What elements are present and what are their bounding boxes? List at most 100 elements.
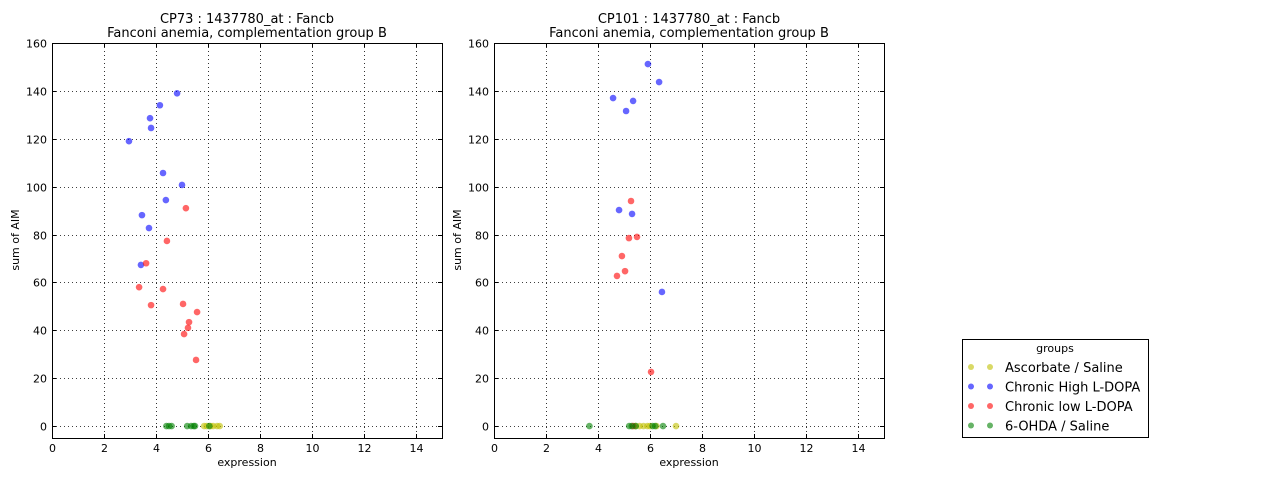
y-tick-label: 20: [33, 373, 47, 386]
x-tick-label: 10: [306, 442, 320, 455]
legend-marker: [987, 383, 993, 390]
y-tick-label: 0: [482, 421, 489, 434]
x-axis-label: expression: [659, 456, 718, 469]
x-tick-label: 10: [748, 442, 762, 455]
data-point-chronic-high-l-dopa: [615, 206, 623, 214]
x-tick-label: 2: [543, 442, 550, 455]
y-tick-label: 140: [468, 86, 489, 99]
data-point-chronic-high-l-dopa: [145, 224, 153, 232]
legend-marker: [968, 403, 974, 409]
x-tick-label: 14: [852, 442, 866, 455]
legend-label: 6-OHDA / Saline: [1005, 420, 1109, 435]
plot-title: CP101 : 1437780_at : Fancb: [598, 12, 780, 27]
data-point-chronic-high-l-dopa: [137, 261, 145, 269]
data-point-chronic-low-l-dopa: [185, 318, 193, 326]
data-point-chronic-high-l-dopa: [125, 137, 133, 145]
y-tick-label: 120: [26, 134, 47, 147]
y-tick-label: 40: [475, 325, 489, 338]
legend-marker: [987, 422, 993, 429]
data-point-chronic-low-l-dopa: [142, 259, 150, 267]
y-tick-label: 80: [475, 230, 489, 243]
y-tick-label: 0: [40, 421, 47, 434]
y-axis-label: sum of AIM: [451, 209, 464, 270]
data-point-chronic-low-l-dopa: [618, 252, 626, 260]
data-point-chronic-high-l-dopa: [658, 288, 666, 296]
data-point-6-ohda-saline: [168, 422, 175, 430]
plot-cp101: CP101 : 1437780_at : Fancb Fanconi anemi…: [451, 12, 885, 469]
y-axis-label: sum of AIM: [9, 209, 22, 270]
legend-marker: [968, 383, 974, 390]
data-point-chronic-low-l-dopa: [627, 197, 635, 205]
data-point-chronic-high-l-dopa: [628, 210, 636, 218]
x-tick-label: 8: [699, 442, 706, 455]
plot-subtitle: Fanconi anemia, complementation group B: [107, 26, 387, 41]
y-tick-label: 100: [26, 182, 47, 195]
data-point-chronic-high-l-dopa: [629, 97, 637, 105]
data-point-chronic-high-l-dopa: [146, 114, 154, 122]
data-point-chronic-low-l-dopa: [182, 204, 190, 212]
legend-label: Ascorbate / Saline: [1005, 361, 1123, 376]
data-point-chronic-high-l-dopa: [173, 89, 181, 97]
y-tick-label: 120: [468, 134, 489, 147]
data-point-chronic-low-l-dopa: [147, 301, 155, 309]
data-point-chronic-high-l-dopa: [147, 124, 155, 132]
x-axis-label: expression: [217, 456, 276, 469]
data-point-chronic-high-l-dopa: [159, 169, 167, 177]
legend-marker: [968, 422, 974, 429]
legend: groups Ascorbate / Saline Chronic High L-…: [962, 339, 1149, 438]
data-point-chronic-low-l-dopa: [159, 285, 167, 293]
data-point-chronic-low-l-dopa: [647, 368, 655, 376]
legend-marker: [987, 364, 993, 370]
x-tick-label: 8: [257, 442, 264, 455]
x-tick-label: 4: [595, 442, 602, 455]
plot-subtitle: Fanconi anemia, complementation group B: [549, 26, 829, 41]
data-point-chronic-high-l-dopa: [178, 181, 186, 189]
x-tick-label: 0: [49, 442, 56, 455]
data-point-6-ohda-saline: [191, 422, 199, 430]
legend-label: Chronic High L-DOPA: [1005, 381, 1140, 396]
legend-frame: [962, 339, 1149, 438]
y-tick-label: 60: [475, 277, 489, 290]
plot-cp73: CP73 : 1437780_at : Fancb Fanconi anemia…: [9, 12, 443, 469]
data-point-chronic-low-l-dopa: [625, 234, 633, 242]
x-tick-label: 4: [153, 442, 160, 455]
axes-frame: [494, 43, 885, 439]
data-point-6-ohda-saline: [659, 422, 667, 430]
data-point-6-ohda-saline: [651, 422, 659, 430]
y-tick-label: 60: [33, 277, 47, 290]
x-tick-label: 12: [800, 442, 814, 455]
data-point-chronic-low-l-dopa: [184, 324, 192, 332]
plot-title: CP73 : 1437780_at : Fancb: [160, 12, 334, 27]
data-point-chronic-low-l-dopa: [180, 330, 188, 338]
legend-marker: [987, 403, 993, 409]
data-point-chronic-high-l-dopa: [644, 60, 652, 68]
x-tick-label: 0: [491, 442, 498, 455]
x-tick-label: 2: [101, 442, 108, 455]
legend-label: Chronic low L-DOPA: [1005, 400, 1133, 415]
data-point-chronic-low-l-dopa: [633, 233, 641, 241]
y-tick-label: 80: [33, 230, 47, 243]
axes-frame: [52, 43, 443, 439]
data-point-chronic-low-l-dopa: [192, 356, 200, 364]
data-point-chronic-high-l-dopa: [655, 78, 663, 86]
x-tick-label: 14: [410, 442, 424, 455]
y-tick-label: 20: [475, 373, 489, 386]
data-point-chronic-low-l-dopa: [613, 272, 621, 280]
y-tick-label: 140: [26, 86, 47, 99]
data-point-ascorbate-saline: [216, 422, 223, 430]
data-point-chronic-high-l-dopa: [156, 101, 164, 109]
x-tick-label: 6: [205, 442, 212, 455]
data-point-chronic-low-l-dopa: [193, 308, 201, 316]
data-point-6-ohda-saline: [206, 422, 213, 430]
y-tick-label: 160: [468, 38, 489, 51]
y-tick-label: 40: [33, 325, 47, 338]
data-point-chronic-high-l-dopa: [162, 196, 170, 204]
data-point-ascorbate-saline: [672, 422, 680, 430]
data-point-chronic-high-l-dopa: [138, 211, 146, 219]
data-point-chronic-low-l-dopa: [163, 237, 171, 245]
data-point-chronic-high-l-dopa: [622, 107, 630, 115]
data-point-chronic-low-l-dopa: [621, 267, 629, 275]
x-tick-label: 12: [358, 442, 372, 455]
x-tick-label: 6: [647, 442, 654, 455]
